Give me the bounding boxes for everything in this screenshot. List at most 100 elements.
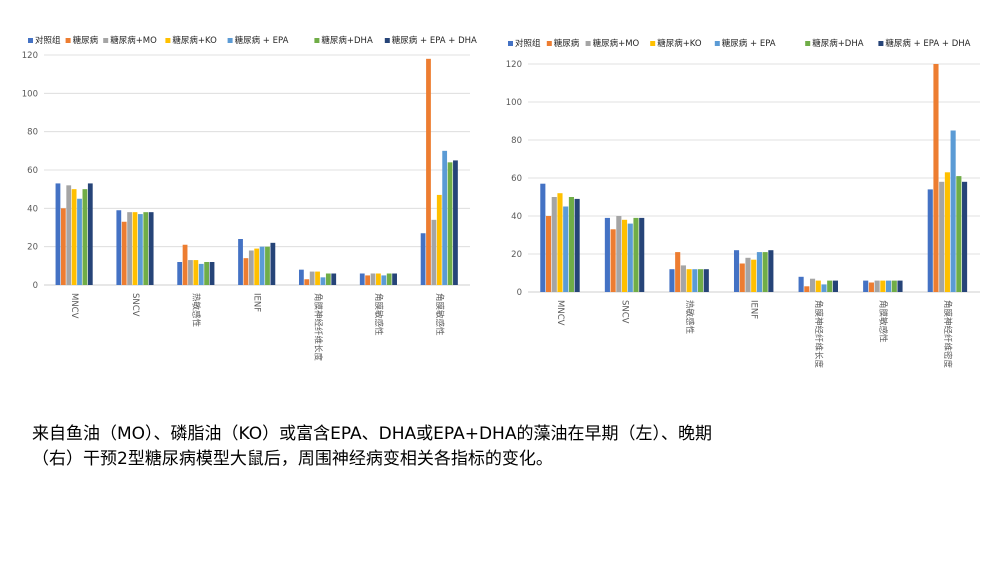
bar-3-2	[745, 257, 751, 292]
chart-late-intervention: 对照组 糖尿病 糖尿病+MO 糖尿病+KO 糖尿病 + EPA 糖尿病+DHA 糖尿病 + …	[500, 0, 1000, 380]
bar-4-5	[325, 273, 331, 285]
bar-2-4	[198, 263, 204, 285]
bar-6-1	[933, 64, 939, 292]
y-tick-label-4: 80	[511, 136, 522, 146]
bar-2-5	[698, 269, 704, 292]
legend-label-0: 对照组	[515, 38, 541, 49]
legend-label-0: 对照组	[35, 35, 61, 46]
legend-label-6: 糖尿病 + EPA + DHA	[885, 38, 970, 49]
bar-4-3	[815, 280, 821, 292]
bar-6-3	[436, 194, 442, 285]
legend-label-1: 糖尿病	[554, 38, 580, 49]
bar-5-2	[874, 280, 880, 292]
bar-5-4	[381, 275, 387, 285]
legend-swatch-1	[65, 38, 71, 43]
bar-3-4	[259, 246, 265, 285]
bar-1-5	[633, 217, 639, 292]
bar-5-3	[376, 273, 381, 285]
bar-1-4	[627, 223, 633, 292]
x-tick-label-4: 角膜神经纤维长度	[312, 293, 323, 362]
y-tick-label-6: 120	[506, 60, 522, 70]
bar-3-6	[768, 250, 774, 292]
bar-0-2	[66, 185, 72, 285]
y-tick-label-6: 120	[22, 51, 38, 61]
bar-4-2	[809, 278, 816, 292]
bar-4-0	[298, 269, 304, 285]
legend-label-5: 糖尿病+DHA	[321, 35, 373, 46]
bar-1-4	[137, 214, 143, 285]
bar-1-3	[132, 212, 138, 285]
bar-0-2	[551, 197, 557, 292]
bar-0-5	[568, 197, 574, 292]
bar-5-5	[386, 273, 392, 285]
bar-4-6	[331, 273, 337, 285]
legend-swatch-5	[314, 38, 320, 43]
legend-label-4: 糖尿病 + EPA	[235, 35, 289, 46]
bar-5-1	[365, 275, 371, 285]
bar-0-0	[55, 183, 61, 285]
bar-1-0	[116, 210, 122, 285]
bar-3-0	[733, 250, 740, 292]
bar-6-2	[939, 181, 945, 292]
x-tick-label-6: 角膜敏感性	[434, 293, 445, 336]
bar-1-3	[621, 219, 628, 292]
y-tick-label-5: 100	[506, 98, 522, 108]
y-tick-label-3: 60	[511, 174, 522, 184]
bar-3-2	[248, 250, 254, 285]
x-tick-label-5: 角膜敏感性	[373, 293, 384, 336]
bar-3-3	[751, 259, 757, 292]
bar-5-6	[897, 280, 903, 292]
x-tick-label-0: MNCV	[69, 293, 79, 319]
bar-2-3	[686, 269, 692, 292]
bar-1-5	[143, 212, 149, 285]
bar-1-2	[616, 216, 622, 292]
bar-3-5	[762, 252, 768, 292]
legend-swatch-6	[878, 41, 884, 46]
bar-6-6	[453, 160, 458, 285]
x-tick-label-0: MNCV	[555, 300, 565, 326]
x-tick-label-2: 热敏感性	[191, 293, 202, 328]
bar-0-0	[540, 183, 546, 292]
legend-swatch-0	[28, 38, 33, 43]
bar-6-2	[431, 219, 437, 285]
legend-label-2: 糖尿病+MO	[593, 38, 640, 49]
bar-3-4	[756, 252, 762, 292]
bar-4-4	[320, 277, 326, 285]
bar-1-1	[121, 221, 127, 285]
bar-6-6	[962, 181, 968, 292]
y-tick-label-0: 0	[33, 281, 38, 291]
legend-swatch-3	[165, 38, 171, 43]
x-tick-label-3: IENF	[252, 293, 262, 312]
bar-1-2	[127, 212, 132, 285]
bar-0-1	[60, 208, 66, 285]
bar-3-1	[739, 263, 745, 292]
y-tick-label-1: 20	[511, 250, 522, 260]
x-tick-label-6: 角膜神经纤维密度	[942, 300, 953, 369]
x-tick-label-5: 角膜敏感性	[878, 300, 889, 343]
bar-6-0	[927, 189, 933, 292]
bar-4-3	[315, 271, 320, 285]
caption-line-2: （右）干预2型糖尿病模型大鼠后，周围神经病变相关各指标的变化。	[32, 449, 553, 469]
y-tick-label-2: 40	[27, 204, 38, 214]
bar-5-4	[886, 280, 892, 292]
bar-4-6	[832, 280, 838, 292]
legend-swatch-6	[384, 38, 390, 43]
bar-5-0	[863, 280, 869, 292]
y-tick-label-3: 60	[27, 166, 38, 176]
bar-2-5	[204, 262, 210, 285]
bar-5-1	[868, 282, 874, 292]
bar-4-0	[798, 276, 804, 292]
bar-5-6	[392, 273, 397, 285]
bar-2-6	[703, 269, 709, 292]
legend-label-5: 糖尿病+DHA	[812, 38, 864, 49]
figure-caption: 来自鱼油（MO）、磷脂油（KO）或富含EPA、DHA或EPA+DHA的藻油在早期…	[32, 422, 832, 472]
bar-5-3	[880, 280, 886, 292]
bar-3-1	[243, 258, 249, 285]
y-tick-label-5: 100	[22, 89, 38, 99]
bar-6-4	[950, 130, 956, 292]
bar-2-0	[177, 262, 183, 285]
bar-0-4	[77, 198, 82, 285]
legend-swatch-5	[805, 41, 811, 46]
chart-right-svg: 对照组 糖尿病 糖尿病+MO 糖尿病+KO 糖尿病 + EPA 糖尿病+DHA 糖尿病 + …	[506, 38, 980, 369]
bar-5-2	[370, 273, 376, 285]
